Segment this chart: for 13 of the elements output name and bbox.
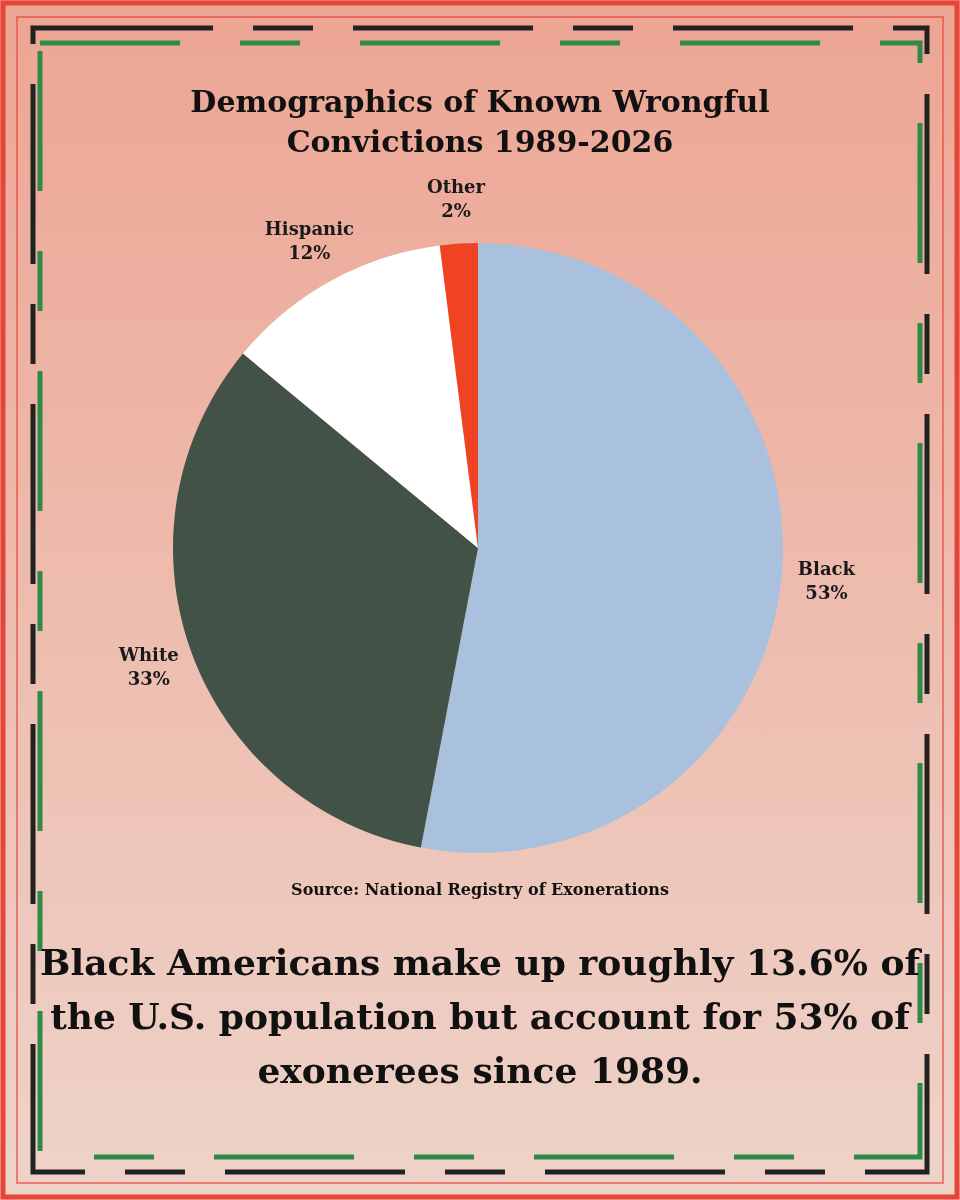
data-label: 53% xyxy=(805,581,848,603)
chart-title: Demographics of Known Wrongful Convictions 1989-2026 xyxy=(190,84,770,159)
pie-slice xyxy=(420,243,783,853)
slice-label: Black xyxy=(797,557,856,579)
slice-label: White xyxy=(117,643,179,665)
pie-slice xyxy=(242,245,478,548)
data-label: 33% xyxy=(127,667,170,689)
text: Black Americans make up roughly 13.6% of the U.S. population but account for 53% of exonerees since 1989. xyxy=(40,941,923,1091)
data-label: 12% xyxy=(288,242,331,264)
slice-label: Other xyxy=(427,175,486,197)
source-note: Source: National Registry of Exonerations xyxy=(291,880,669,899)
slice-label: Hispanic xyxy=(264,218,354,240)
data-label: 2% xyxy=(441,199,471,221)
